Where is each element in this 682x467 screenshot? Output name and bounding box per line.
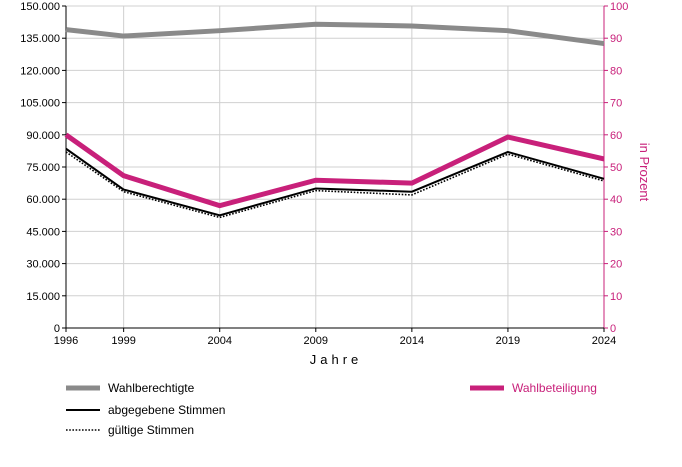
y-left-tick-label: 150.000 [20,1,60,13]
y-left-tick-label: 135.000 [20,33,60,45]
tick-layer: 015.00030.00045.00060.00075.00090.000105… [20,1,628,347]
x-axis-title: Jahre [310,352,363,367]
legend-label-wahlberechtigte: Wahlberechtigte [108,381,195,395]
y-right-tick-label: 50 [610,162,622,174]
x-tick-label: 1999 [111,335,135,347]
y-left-tick-label: 15.000 [26,291,60,303]
y-left-tick-label: 60.000 [26,194,60,206]
y-left-tick-label: 75.000 [26,162,60,174]
legend-label-abgegebene: abgegebene Stimmen [108,403,225,417]
y-right-tick-label: 100 [610,1,628,13]
legend: Wahlberechtigte abgegebene Stimmen gülti… [66,381,597,437]
y-right-tick-label: 60 [610,130,622,142]
y-left-tick-label: 105.000 [20,98,60,110]
legend-label-gueltige: gültige Stimmen [108,423,194,437]
legend-label-wahlbeteiligung: Wahlbeteiligung [512,381,597,395]
y-right-tick-label: 10 [610,291,622,303]
y-right-tick-label: 0 [610,323,616,335]
y-right-tick-label: 20 [610,259,622,271]
y-right-tick-label: 30 [610,226,622,238]
axis-layer [62,6,608,332]
y-left-tick-label: 0 [54,323,60,335]
y-right-tick-label: 80 [610,65,622,77]
x-tick-label: 2004 [207,335,231,347]
x-tick-label: 2019 [496,335,520,347]
y-left-tick-label: 30.000 [26,259,60,271]
series-line-wahlberechtigte [66,24,604,43]
x-tick-label: 2009 [304,335,328,347]
y-right-tick-label: 90 [610,33,622,45]
x-tick-label: 1996 [54,335,78,347]
grid-layer [66,6,604,328]
x-tick-label: 2014 [400,335,424,347]
y-left-tick-label: 45.000 [26,226,60,238]
right-axis-title: in Prozent [637,143,652,202]
y-right-tick-label: 70 [610,98,622,110]
series-layer [66,24,604,217]
y-left-tick-label: 90.000 [26,130,60,142]
x-tick-label: 2024 [592,335,616,347]
y-left-tick-label: 120.000 [20,65,60,77]
y-right-tick-label: 40 [610,194,622,206]
